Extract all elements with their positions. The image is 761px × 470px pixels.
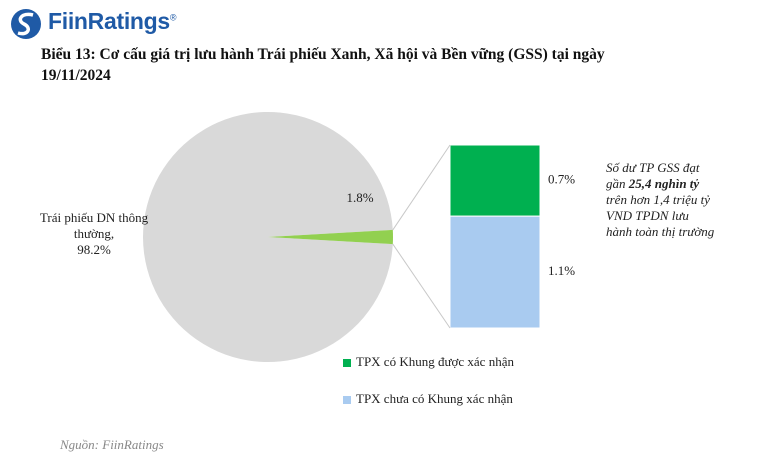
pie-label: Trái phiếu DN thông thường, 98.2% bbox=[38, 210, 150, 258]
bar-segment bbox=[449, 215, 541, 329]
connector bbox=[392, 144, 451, 231]
legend-swatch bbox=[343, 396, 351, 404]
annotation-part: trên hơn 1,4 triệu tỷ VND TPDN lưu hành … bbox=[606, 192, 715, 239]
logo-name: FiinRatings bbox=[48, 8, 170, 34]
bar-segment bbox=[449, 144, 541, 217]
slice-value-label: 1.8% bbox=[346, 190, 373, 205]
pie-slice bbox=[268, 229, 393, 245]
logo: FiinRatings® bbox=[48, 8, 177, 35]
connector bbox=[392, 243, 451, 329]
bar-value-label: 1.1% bbox=[548, 263, 575, 278]
pie-slice bbox=[143, 112, 393, 363]
legend-label: TPX có Khung được xác nhận bbox=[356, 354, 514, 369]
annotation-part: 25,4 nghìn tỷ bbox=[628, 176, 700, 191]
legend-swatch bbox=[343, 359, 351, 367]
slice-name: Trái phiếu DN thông thường, bbox=[39, 210, 149, 241]
logo-mark: ® bbox=[169, 12, 177, 23]
slice-value-label: 98.2% bbox=[77, 242, 111, 257]
annotation-part: Số dư TP GSS đạt gần bbox=[606, 160, 700, 191]
bar-value-label: 0.7% bbox=[548, 172, 575, 187]
annotation: Số dư TP GSS đạt gần 25,4 nghìn tỷ trên … bbox=[606, 160, 718, 240]
chart-title: Biểu 13: Cơ cấu giá trị lưu hành Trái ph… bbox=[41, 46, 605, 84]
legend-label: TPX chưa có Khung xác nhận bbox=[356, 391, 513, 406]
logo-icon bbox=[11, 9, 41, 39]
source: Nguồn: FiinRatings bbox=[60, 437, 164, 452]
